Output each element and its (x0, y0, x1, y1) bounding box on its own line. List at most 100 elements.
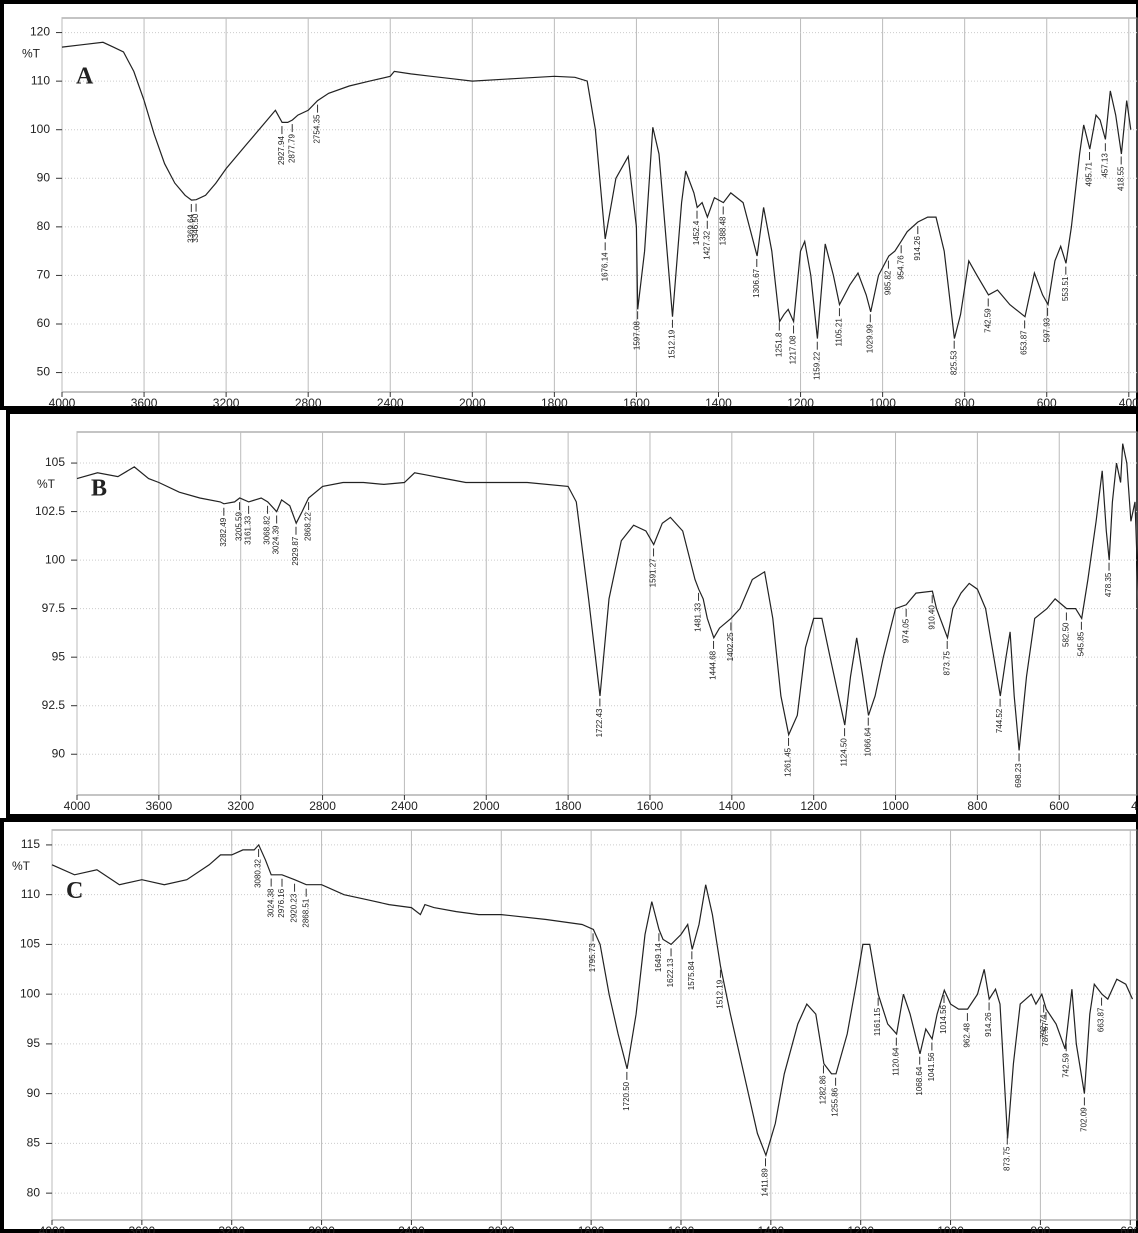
x-tick-label: 4000 (49, 396, 76, 410)
x-tick-label: 2000 (488, 1224, 515, 1233)
y-tick-label: 70 (37, 268, 51, 282)
peak-label: 1720.50 (622, 1081, 631, 1110)
x-tick-label: 600 (1120, 1224, 1138, 1233)
y-tick-label: 60 (37, 316, 51, 330)
y-tick-label: 95 (52, 649, 66, 663)
x-tick-label: 1400 (757, 1224, 784, 1233)
x-tick-label: 2000 (473, 799, 500, 813)
spectrum-line (61, 41, 1132, 339)
peak-label: 653.87 (1020, 330, 1029, 355)
peak-label: 1597.08 (633, 321, 642, 350)
peak-label: 3282.49 (219, 517, 228, 546)
peak-label: 1282.86 (819, 1075, 828, 1104)
x-tick-label: 1800 (555, 799, 582, 813)
peak-label: 3205.59 (235, 512, 244, 541)
x-tick-label: 4000 (39, 1224, 66, 1233)
x-tick-label: 2800 (308, 1224, 335, 1233)
x-tick-label: 1800 (578, 1224, 605, 1233)
peak-label: 1795.73 (588, 943, 597, 972)
x-tick-label: 3600 (131, 396, 158, 410)
peak-label: 418.55 (1116, 166, 1125, 191)
x-tick-label: 3200 (218, 1224, 245, 1233)
peak-label: 2877.79 (287, 134, 296, 163)
x-tick-label: 1600 (637, 799, 664, 813)
peak-label: 954.76 (896, 255, 905, 280)
y-tick-label: 110 (21, 887, 40, 901)
peak-label: 3080.32 (254, 858, 263, 887)
y-tick-label: 120 (30, 25, 50, 39)
x-tick-label: 1200 (847, 1224, 874, 1233)
peak-label: 1402.25 (726, 632, 735, 661)
panel-letter: B (91, 476, 107, 502)
x-tick-label: 600 (1037, 396, 1057, 410)
y-tick-label: 105 (20, 937, 40, 951)
x-tick-label: 2800 (295, 396, 322, 410)
y-tick-label: 90 (52, 746, 66, 760)
x-tick-label: 1000 (937, 1224, 964, 1233)
peak-label: 1411.89 (761, 1168, 770, 1197)
peak-label: 3369.64 (186, 213, 195, 242)
y-tick-label: 100 (20, 986, 40, 1000)
x-tick-label: 1600 (623, 396, 650, 410)
x-tick-label: 1400 (718, 799, 745, 813)
peak-label: 914.26 (984, 1012, 993, 1037)
x-tick-label: 2800 (309, 799, 336, 813)
x-tick-label: 4000 (64, 799, 91, 813)
peak-label: 457.13 (1101, 153, 1110, 178)
panel: 4000 3600 3200 2800 2400 2000 1800 1600 1400 1200… (0, 0, 1138, 410)
x-tick-label: 2000 (459, 396, 486, 410)
y-tick-label: 80 (37, 219, 51, 233)
peak-label: 1041.56 (927, 1052, 936, 1081)
y-tick-label: 90 (27, 1086, 41, 1100)
x-tick-label: 2400 (391, 799, 418, 813)
y-tick-label: 95 (27, 1036, 41, 1050)
peak-label: 1255.86 (831, 1087, 840, 1116)
peak-label: 1161.15 (873, 1007, 882, 1036)
peak-label: 1512.19 (716, 979, 725, 1008)
peak-label: 2754.35 (313, 114, 322, 143)
peak-label: 873.75 (942, 650, 951, 675)
spectrum-line (51, 843, 1134, 1158)
x-tick-label: 1000 (882, 799, 909, 813)
peak-label: 1591.27 (649, 558, 658, 587)
panel-letter: C (66, 878, 83, 904)
y-tick-label: 92.5 (42, 698, 66, 712)
peak-label: 1014.56 (939, 1004, 948, 1033)
x-tick-label: 3200 (213, 396, 240, 410)
peak-label: 2929.87 (291, 536, 300, 565)
peak-label: 545.85 (1077, 631, 1086, 656)
peak-label: 702.09 (1080, 1107, 1089, 1132)
x-tick-label: 800 (955, 396, 975, 410)
y-tick-label: 85 (27, 1136, 41, 1150)
x-tick-label: 1200 (800, 799, 827, 813)
peak-label: 3161.33 (244, 515, 253, 544)
x-tick-label: 3600 (129, 1224, 156, 1233)
peak-label: 914.26 (913, 236, 922, 261)
peak-label: 910.40 (927, 605, 936, 630)
y-tick-label: 115 (21, 837, 40, 851)
peak-label: 1452.4 (692, 220, 701, 245)
x-tick-label: 1400 (705, 396, 732, 410)
y-tick-label: 105 (45, 455, 65, 469)
peak-label: 1481.33 (694, 602, 703, 631)
peak-label: 2920.23 (290, 893, 299, 922)
panel-frame (0, 818, 1138, 1233)
y-axis-label: %T (37, 477, 56, 491)
peak-label: 582.50 (1062, 622, 1071, 647)
y-tick-label: 100 (30, 122, 50, 136)
panel: 4000 3600 3200 2800 2400 2000 1800 1600 1400 1200… (6, 410, 1138, 818)
x-tick-label: 400 (1131, 799, 1138, 813)
peak-label: 1512.19 (668, 329, 677, 358)
peak-label: 787.67 (1041, 1022, 1050, 1047)
peak-label: 1251.8 (774, 332, 783, 357)
x-tick-label: 1200 (787, 396, 814, 410)
panel-frame (0, 0, 1138, 410)
peak-label: 553.51 (1061, 276, 1070, 301)
peak-label: 2868.22 (304, 512, 313, 541)
y-axis-label: %T (12, 859, 31, 873)
x-tick-label: 1600 (668, 1224, 695, 1233)
peak-label: 873.75 (1002, 1146, 1011, 1171)
peak-label: 825.53 (949, 350, 958, 375)
peak-label: 1105.21 (835, 318, 844, 347)
